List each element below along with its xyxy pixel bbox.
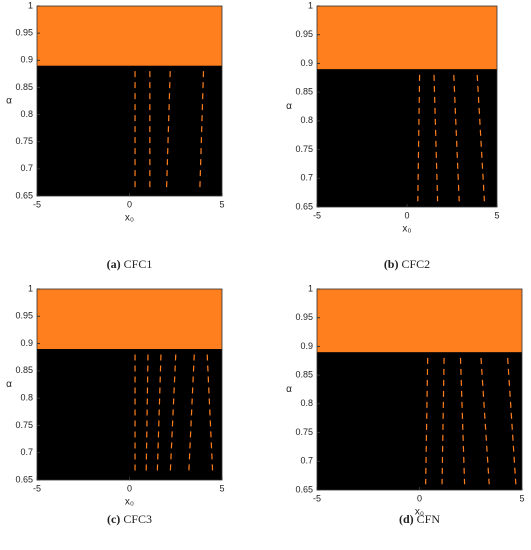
caption: (a) CFC1	[107, 257, 153, 271]
band	[37, 6, 222, 66]
y-tick-label: 1	[308, 283, 313, 293]
y-tick-label: 0.65	[15, 190, 33, 200]
x-tick-label: 5	[219, 199, 224, 209]
streak	[165, 71, 171, 191]
streak	[169, 354, 177, 475]
y-tick-label: 0.75	[295, 427, 313, 437]
caption: (c) CFC3	[107, 512, 152, 526]
x-axis-label: x₀	[402, 224, 411, 235]
band	[317, 289, 522, 353]
caption-label: (d)	[399, 512, 414, 526]
x-axis-label: x₀	[415, 507, 424, 518]
y-tick-label: 0.65	[295, 201, 313, 211]
x-axis-label: x₀	[125, 497, 134, 508]
caption-label: (c)	[107, 512, 120, 526]
caption-text: CFC1	[124, 257, 153, 271]
streak	[188, 354, 195, 475]
y-tick-label: 0.7	[300, 456, 313, 466]
caption-text: CFC2	[401, 257, 430, 271]
y-axis-label: α	[6, 379, 12, 390]
caption-text: CFN	[417, 512, 441, 526]
caption-text: CFC3	[123, 512, 152, 526]
x-tick-label: -5	[313, 493, 321, 503]
x-tick-label: -5	[33, 199, 41, 209]
y-tick-label: 0.8	[20, 109, 33, 119]
x-tick-label: 5	[219, 483, 224, 493]
caption-label: (a)	[107, 257, 121, 271]
y-tick-label: 0.9	[300, 58, 313, 68]
x-tick-label: -5	[33, 483, 41, 493]
y-axis-label: α	[6, 96, 12, 107]
y-tick-label: 0.9	[300, 341, 313, 351]
x-tick-label: 0	[417, 493, 422, 503]
y-tick-label: 0.85	[295, 87, 313, 97]
y-tick-label: 0.65	[295, 484, 313, 494]
caption-label: (b)	[384, 257, 399, 271]
x-tick-label: 0	[404, 210, 409, 220]
y-tick-label: 0.95	[295, 312, 313, 322]
x-tick-label: 0	[127, 199, 132, 209]
y-tick-label: 0.85	[295, 370, 313, 380]
y-axis-label: α	[286, 384, 292, 395]
streak	[206, 354, 214, 475]
y-tick-label: 1	[28, 0, 33, 10]
y-tick-label: 0.7	[20, 447, 33, 457]
y-tick-label: 0.95	[15, 28, 33, 38]
band	[317, 6, 497, 70]
y-tick-label: 0.8	[300, 115, 313, 125]
y-axis-label: α	[286, 101, 292, 112]
y-tick-label: 0.7	[20, 163, 33, 173]
y-tick-label: 0.75	[15, 420, 33, 430]
y-tick-label: 0.75	[295, 144, 313, 154]
x-tick-label: 5	[494, 210, 499, 220]
caption: (b) CFC2	[384, 257, 430, 271]
y-tick-label: 0.85	[15, 365, 33, 375]
y-tick-label: 0.9	[20, 55, 33, 65]
streak	[156, 354, 162, 475]
x-tick-label: -5	[313, 210, 321, 220]
y-tick-label: 0.8	[300, 398, 313, 408]
y-tick-label: 0.8	[20, 393, 33, 403]
y-tick-label: 1	[308, 0, 313, 10]
caption: (d) CFN	[399, 512, 440, 526]
x-tick-label: 0	[127, 483, 132, 493]
x-tick-label: 5	[519, 493, 524, 503]
y-tick-label: 0.9	[20, 338, 33, 348]
y-tick-label: 0.75	[15, 136, 33, 146]
y-tick-label: 0.95	[15, 311, 33, 321]
streak	[145, 354, 149, 475]
y-tick-label: 0.85	[15, 82, 33, 92]
y-tick-label: 0.65	[15, 474, 33, 484]
x-axis-label: x₀	[125, 213, 134, 224]
band	[37, 289, 222, 350]
y-tick-label: 0.7	[300, 173, 313, 183]
y-tick-label: 1	[28, 283, 33, 293]
streak	[199, 71, 205, 191]
y-tick-label: 0.95	[295, 29, 313, 39]
